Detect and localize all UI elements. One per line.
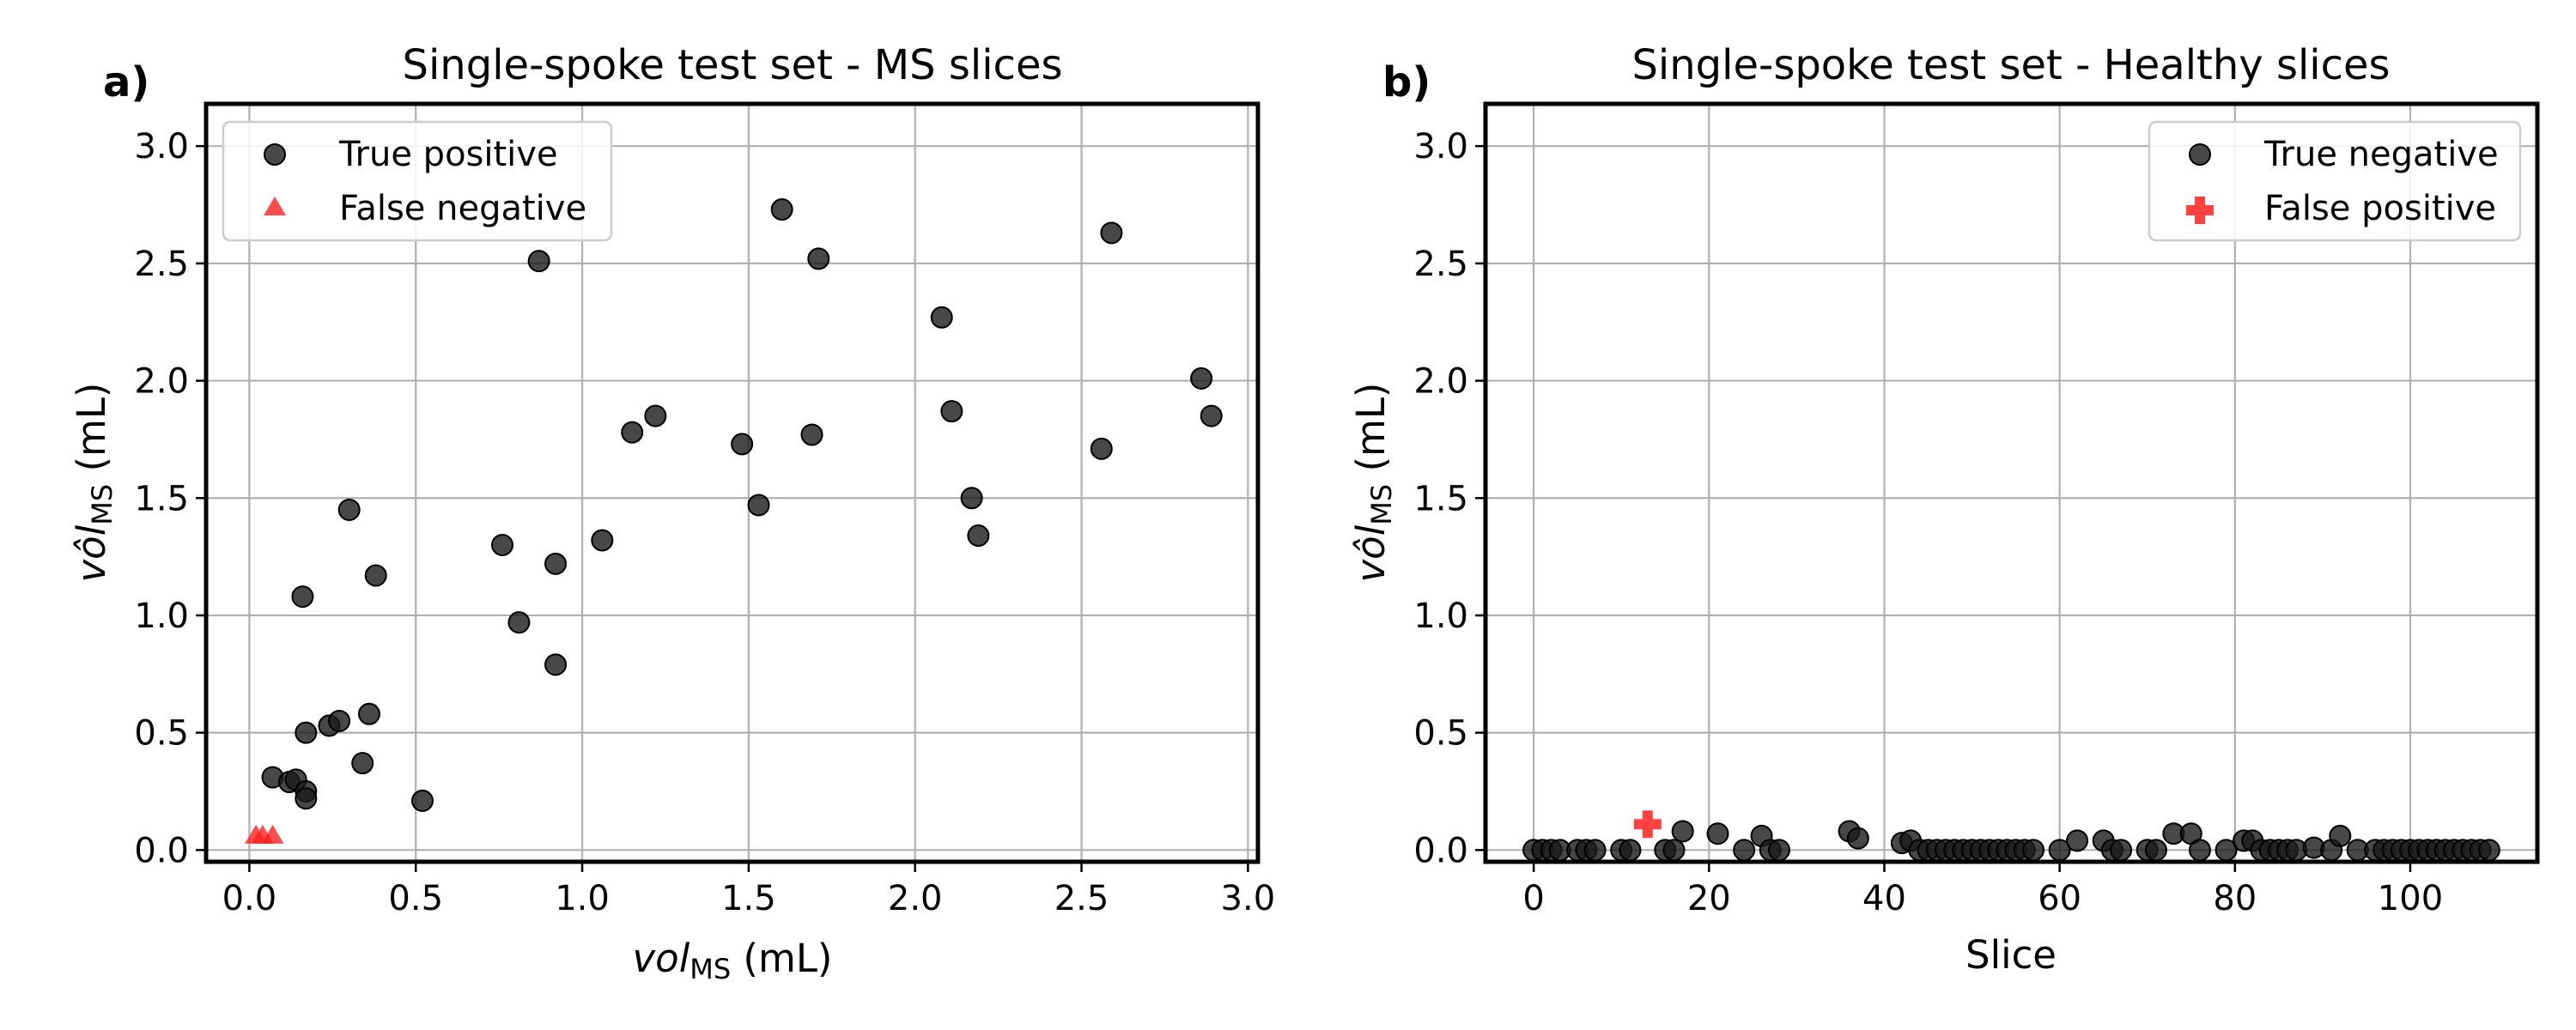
point-true-positive: [410, 789, 434, 812]
panel-a-ms-slices: a) Single-spoke test set - MS slices 0.0…: [69, 41, 1275, 985]
panel-b-title: Single-spoke test set - Healthy slices: [1631, 41, 2390, 89]
panel-b-y-tick-label: 1.0: [1413, 597, 1468, 636]
panel-a-y-tick-label: 1.5: [134, 479, 189, 518]
legend-marker-true-negative: [2189, 143, 2211, 166]
legend-label-true-negative: True negative: [2263, 135, 2499, 174]
panel-b-legend-box: [2148, 120, 2522, 242]
legend-label-false-positive: False positive: [2264, 189, 2496, 228]
point-true-positive: [621, 421, 644, 444]
point-true-negative: [1733, 839, 1756, 862]
panel-a-y-tick-label: 2.5: [134, 245, 189, 284]
panel-a-x-tick-label: 2.5: [1054, 879, 1109, 918]
point-true-positive: [357, 702, 380, 725]
panel-a-y-axis-title: vôlMS (mL): [69, 383, 118, 583]
point-true-positive: [930, 306, 953, 329]
point-true-negative: [1619, 839, 1642, 862]
point-true-positive: [1190, 367, 1213, 390]
point-true-negative: [1846, 827, 1869, 850]
panel-b-x-tick-label: 100: [2378, 879, 2443, 918]
point-true-positive: [295, 787, 318, 810]
point-true-positive: [544, 653, 568, 676]
point-true-positive: [544, 552, 568, 575]
panel-a-x-axis-title: volMS (mL): [633, 936, 833, 985]
legend-marker-false-negative: [264, 197, 286, 215]
panel-a-title: Single-spoke test set - MS slices: [403, 41, 1063, 89]
point-true-positive: [967, 524, 990, 548]
point-true-positive: [328, 709, 351, 732]
point-true-negative: [2144, 839, 2167, 862]
panel-b-y-tick-label: 0.5: [1413, 714, 1468, 754]
panel-a-y-tick-label: 1.0: [134, 597, 189, 636]
panel-b-legend: True negative False positive: [2148, 120, 2522, 242]
panel-a-y-tick-label: 0.0: [134, 831, 189, 870]
point-true-negative: [1583, 839, 1607, 862]
legend-label-true-positive: True positive: [338, 135, 558, 174]
panel-b-x-tick-label: 0: [1522, 879, 1544, 918]
panel-b-y-axis-title: vôlMS (mL): [1348, 383, 1398, 583]
panel-b-y-tick-label: 3.0: [1413, 127, 1468, 167]
panel-a-y-tick-label: 3.0: [134, 127, 189, 167]
panel-a-label: a): [103, 58, 149, 106]
legend-label-false-negative: False negative: [339, 189, 586, 228]
panel-a-x-tick-label: 0.0: [222, 879, 277, 918]
panel-b-y-tick-label: 2.0: [1413, 362, 1468, 402]
point-true-positive: [491, 533, 514, 556]
panel-a-y-tick-label: 0.5: [134, 714, 189, 754]
panel-a-x-tick-label: 1.5: [721, 879, 776, 918]
point-true-positive: [940, 400, 963, 423]
point-true-positive: [295, 721, 318, 744]
point-true-positive: [337, 498, 361, 521]
point-true-positive: [800, 423, 823, 446]
legend-marker-false-positive: [2186, 197, 2214, 224]
point-true-negative: [2477, 839, 2500, 862]
point-true-positive: [807, 247, 830, 270]
point-true-positive: [747, 494, 770, 517]
point-true-negative: [1767, 839, 1790, 862]
point-true-positive: [1100, 221, 1123, 245]
panel-b-healthy-slices: b) Single-spoke test set - Healthy slice…: [1348, 41, 2540, 978]
panel-a-x-tick-label: 0.5: [388, 879, 443, 918]
panel-b-y-tick-label: 0.0: [1413, 831, 1468, 870]
point-true-positive: [291, 585, 314, 609]
panel-a-x-tick-label: 3.0: [1221, 879, 1276, 918]
point-true-positive: [591, 529, 614, 552]
point-true-positive: [1090, 437, 1113, 460]
point-true-negative: [2022, 839, 2045, 862]
legend-marker-true-positive: [264, 143, 286, 166]
point-true-negative: [1706, 822, 1729, 845]
panel-a-legend: True positive False negative: [222, 120, 613, 242]
point-true-negative: [1671, 820, 1694, 843]
panel-b-label: b): [1382, 58, 1431, 106]
panel-b-x-tick-label: 60: [2038, 879, 2081, 918]
panel-b-x-tick-label: 80: [2213, 879, 2257, 918]
point-true-positive: [770, 198, 793, 221]
panel-a-plot-frame: [204, 101, 1261, 864]
point-true-positive: [1200, 404, 1223, 427]
point-true-negative: [2110, 839, 2133, 862]
panel-b-plot-frame: [1483, 101, 2540, 864]
point-true-positive: [364, 564, 387, 587]
panel-b-x-axis-title: Slice: [1965, 932, 2057, 978]
panel-b-y-tick-label: 2.5: [1413, 245, 1468, 284]
point-true-negative: [2329, 824, 2352, 847]
point-false-negative: [261, 824, 284, 844]
point-true-positive: [960, 487, 983, 510]
point-true-positive: [644, 404, 667, 427]
point-true-positive: [507, 611, 531, 634]
panel-a-x-tick-label: 1.0: [555, 879, 610, 918]
panel-a-legend-box: [222, 120, 613, 242]
point-true-positive: [527, 250, 550, 273]
panel-b-x-tick-label: 20: [1687, 879, 1731, 918]
point-true-negative: [1662, 839, 1686, 862]
panel-b-y-tick-label: 1.5: [1413, 479, 1468, 518]
panel-a-y-tick-label: 2.0: [134, 362, 189, 402]
point-true-negative: [2188, 839, 2211, 862]
point-false-positive: [1633, 810, 1662, 839]
point-true-negative: [2066, 829, 2089, 852]
point-true-positive: [731, 433, 754, 456]
point-true-positive: [351, 752, 374, 775]
panel-a-x-tick-label: 2.0: [888, 879, 943, 918]
panel-b-x-tick-label: 40: [1862, 879, 1906, 918]
